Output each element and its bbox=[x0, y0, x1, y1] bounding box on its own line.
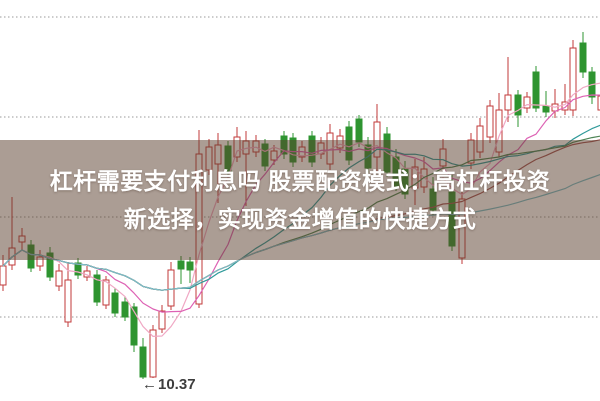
candle-body bbox=[111, 292, 119, 314]
candle-body bbox=[514, 94, 522, 116]
candle-body bbox=[74, 262, 82, 276]
candle-body bbox=[569, 47, 577, 111]
candle-body bbox=[93, 274, 101, 303]
headline-line-1: 杠杆需要支付利息吗 股票配资模式：高杠杆投资 bbox=[49, 168, 551, 194]
candle-body bbox=[158, 310, 166, 330]
candle-body bbox=[486, 105, 494, 138]
candle-body bbox=[149, 329, 157, 378]
candle-body bbox=[561, 101, 569, 111]
candle-body bbox=[139, 346, 147, 378]
candle-body bbox=[167, 269, 175, 307]
headline-line-2: 新选择，实现资金增值的快捷方式 bbox=[123, 206, 477, 232]
low-price-annotation: ← 10.37 bbox=[142, 377, 196, 393]
candle-body bbox=[523, 96, 531, 109]
candle-body bbox=[102, 279, 110, 306]
low-price-label: 10.37 bbox=[158, 376, 196, 393]
candle-body bbox=[504, 94, 512, 111]
candle-body bbox=[55, 270, 63, 287]
candle-body bbox=[597, 95, 600, 111]
candle-body bbox=[121, 301, 129, 318]
candle-body bbox=[0, 265, 7, 286]
candle-body bbox=[186, 261, 194, 271]
left-arrow-icon: ← bbox=[142, 376, 157, 393]
candle-body bbox=[355, 118, 363, 143]
title-overlay: 杠杆需要支付利息吗 股票配资模式：高杠杆投资 新选择，实现资金增值的快捷方式 bbox=[0, 140, 600, 260]
candle-body bbox=[177, 260, 185, 270]
candle-body bbox=[579, 42, 587, 73]
candle-body bbox=[130, 306, 138, 346]
candle-body bbox=[542, 105, 550, 113]
candle-body bbox=[64, 279, 72, 323]
candle-body bbox=[532, 71, 540, 109]
